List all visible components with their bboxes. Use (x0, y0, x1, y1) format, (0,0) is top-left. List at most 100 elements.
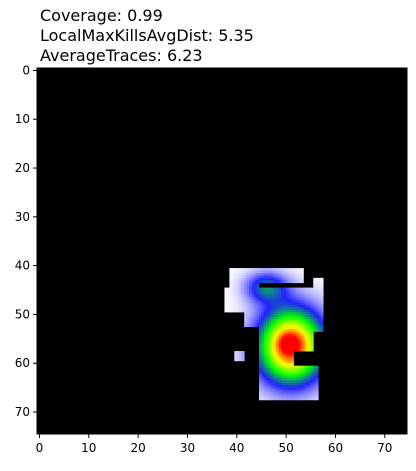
heatmap-cell (271, 382, 275, 386)
heatmap-cell (315, 294, 319, 298)
heatmap-cell (286, 287, 289, 291)
heatmap-cell (283, 287, 287, 291)
heatmap-cell (266, 314, 270, 318)
heatmap-cell (286, 338, 289, 342)
heatmap-cell (300, 268, 304, 271)
heatmap-cell (273, 351, 277, 354)
heatmap-cell (278, 326, 282, 330)
heatmap-cell (261, 292, 265, 296)
heatmap-cell (288, 368, 292, 371)
heatmap-cell (244, 294, 248, 298)
heatmap-cell (300, 331, 304, 335)
heatmap-cell (281, 326, 285, 330)
heatmap-cell (305, 312, 309, 315)
heatmap-cell (288, 314, 292, 318)
heatmap-cell (293, 343, 297, 347)
heatmap-cell (246, 277, 250, 281)
heatmap-cell (298, 312, 302, 315)
heatmap-cell (313, 382, 317, 386)
heatmap-cell (241, 290, 245, 293)
heatmap-cell (283, 272, 287, 276)
heatmap-cell (244, 309, 248, 313)
heatmap-cell (263, 312, 267, 315)
heatmap-cell (303, 377, 307, 381)
heatmap-cell (268, 358, 272, 362)
heatmap-cell (276, 394, 280, 398)
heatmap-cell (251, 321, 255, 325)
heatmap-cell (288, 326, 292, 330)
heatmap-cell (310, 304, 314, 308)
heatmap-cell (291, 360, 294, 364)
heatmap-cell (259, 329, 262, 332)
heatmap-cell (286, 314, 289, 318)
heatmap-cell (283, 380, 287, 384)
heatmap-cell (283, 275, 287, 279)
heatmap-cell (293, 385, 297, 389)
heatmap-cell (273, 370, 277, 374)
heatmap-cell (273, 272, 277, 276)
heatmap-cell (313, 277, 317, 281)
heatmap-cell (308, 309, 312, 313)
heatmap-cell (303, 373, 307, 376)
heatmap-cell (271, 373, 275, 376)
heatmap-cell (271, 329, 275, 332)
heatmap-cell (256, 277, 260, 281)
heatmap-cell (266, 338, 270, 342)
heatmap-cell (278, 355, 282, 359)
heatmap-cell (261, 302, 265, 306)
heatmap-cell (318, 287, 322, 291)
heatmap-cell (271, 268, 275, 271)
heatmap-cell (249, 294, 252, 298)
heatmap-cell (254, 285, 257, 288)
heatmap-cell (315, 385, 319, 389)
heatmap-cell (259, 307, 262, 310)
heatmap-cell (296, 370, 299, 374)
heatmap-cell (310, 380, 314, 384)
heatmap-cell (281, 307, 285, 310)
heatmap-cell (288, 290, 292, 293)
heatmap-cell (288, 394, 292, 398)
heatmap-cell (288, 348, 292, 352)
heatmap-cell (246, 285, 250, 288)
heatmap-cell (251, 316, 255, 320)
heatmap-cell (261, 270, 265, 274)
y-tick-label: 30 (15, 210, 30, 224)
heatmap-cell (254, 316, 257, 320)
heatmap-cell (259, 333, 262, 337)
heatmap-cell (281, 338, 285, 342)
heatmap-cell (259, 358, 262, 362)
heatmap-cell (273, 314, 277, 318)
heatmap-cell (273, 336, 277, 340)
heatmap-cell (251, 292, 255, 296)
heatmap-cell (293, 333, 297, 337)
heatmap-cell (266, 292, 270, 296)
heatmap-cell (246, 319, 250, 323)
heatmap-cell (286, 290, 289, 293)
heatmap-cell (278, 382, 282, 386)
x-tick-label: 50 (278, 441, 293, 455)
heatmap-cell (244, 299, 248, 303)
heatmap-cell (278, 280, 282, 284)
heatmap-cell (261, 321, 265, 325)
heatmap-cell (281, 397, 285, 401)
heatmap-cell (236, 270, 240, 274)
heatmap-cell (256, 272, 260, 276)
heatmap-cell (293, 290, 297, 293)
heatmap-cell (261, 365, 265, 369)
heatmap-cell (263, 326, 267, 330)
heatmap-cell (268, 397, 272, 401)
heatmap-cell (281, 292, 285, 296)
heatmap-cell (229, 268, 233, 271)
heatmap-cell (281, 275, 285, 279)
heatmap-cell (293, 275, 297, 279)
heatmap-cell (303, 336, 307, 340)
heatmap-cell (266, 307, 270, 310)
heatmap-cell (281, 270, 285, 274)
heatmap-cell (291, 312, 294, 315)
heatmap-cell (308, 370, 312, 374)
heatmap-cell (239, 302, 243, 306)
heatmap-cell (291, 268, 294, 271)
heatmap-cell (256, 321, 260, 325)
heatmap-cell (268, 272, 272, 276)
heatmap-cell (271, 375, 275, 379)
